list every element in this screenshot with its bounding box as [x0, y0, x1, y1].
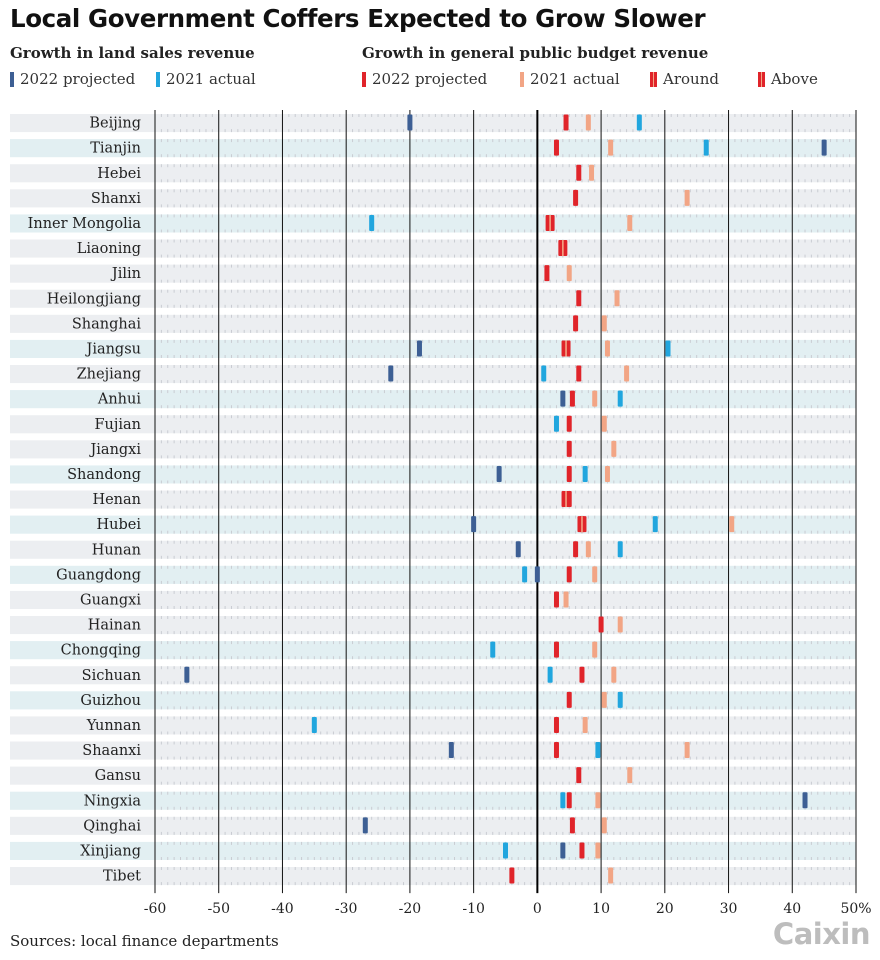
category-label: Guizhou: [80, 693, 141, 709]
legend-budget-2021: 2021 actual: [520, 70, 620, 88]
row-band: [10, 766, 856, 785]
row-band: [10, 214, 856, 233]
legend-swatch-budget-2022: [362, 71, 366, 87]
row-band: [10, 390, 856, 409]
row-band: [10, 189, 856, 208]
legend-swatch-land-2021: [156, 71, 160, 87]
row-band: [10, 289, 856, 308]
legend-above: Above: [758, 70, 818, 88]
row-band: [10, 791, 856, 810]
row-band: [10, 590, 856, 609]
row-band: [10, 565, 856, 584]
row-band: [10, 716, 856, 735]
category-label: Hubei: [97, 517, 142, 533]
row-band: [10, 540, 856, 559]
row-band: [10, 114, 856, 133]
row-band: [10, 264, 856, 283]
category-label: Jiangsu: [85, 341, 142, 357]
legend-swatch-budget-2021: [520, 71, 524, 87]
category-label: Inner Mongolia: [28, 216, 142, 232]
category-label: Shandong: [67, 467, 141, 483]
category-label: Chongqing: [61, 643, 141, 659]
chart-title: Local Government Coffers Expected to Gro…: [10, 4, 706, 33]
legend-label-above: Above: [771, 70, 818, 88]
row-band: [10, 666, 856, 685]
row-band: [10, 515, 856, 534]
category-label: Heilongjiang: [47, 291, 141, 307]
row-band: [10, 339, 856, 358]
category-label: Hebei: [97, 166, 141, 182]
row-band: [10, 841, 856, 860]
legend-label-land-2022: 2022 projected: [20, 70, 136, 88]
category-label: Fujian: [94, 417, 141, 433]
legend-label-around: Around: [663, 70, 719, 88]
category-label: Yunnan: [86, 718, 141, 734]
row-band: [10, 465, 856, 484]
category-label: Tianjin: [90, 141, 141, 157]
category-label: Sichuan: [82, 668, 141, 684]
legend-label-land-2021: 2021 actual: [166, 70, 256, 88]
category-label: Shanxi: [91, 191, 141, 207]
row-band: [10, 164, 856, 183]
category-label: Gansu: [95, 768, 141, 784]
budget-group-title: Growth in general public budget revenue: [362, 44, 709, 62]
row-band: [10, 415, 856, 434]
legend-swatch-around: [650, 71, 657, 87]
category-label: Shanghai: [72, 316, 142, 332]
category-label: Ningxia: [84, 793, 142, 809]
category-label: Tibet: [103, 869, 141, 885]
category-label: Jiangxi: [88, 442, 141, 458]
row-band: [10, 867, 856, 886]
category-label: Xinjiang: [80, 843, 141, 859]
row-band: [10, 440, 856, 459]
row-band: [10, 816, 856, 835]
legend-label-budget-2021: 2021 actual: [530, 70, 620, 88]
legend-budget-2022: 2022 projected: [362, 70, 487, 88]
row-band: [10, 365, 856, 384]
row-band: [10, 641, 856, 660]
category-label: Beijing: [89, 116, 141, 132]
legend-swatch-above: [758, 71, 765, 87]
category-label: Guangdong: [56, 567, 141, 583]
category-label: Liaoning: [77, 241, 141, 257]
legend-land-2022: 2022 projected: [10, 70, 135, 88]
category-label: Hunan: [92, 542, 141, 558]
category-label: Guangxi: [80, 592, 141, 608]
row-band: [10, 314, 856, 333]
legend-around: Around: [650, 70, 719, 88]
row-band: [10, 741, 856, 760]
land-group-title: Growth in land sales revenue: [10, 44, 255, 62]
row-band: [10, 239, 856, 258]
category-label: Shaanxi: [82, 743, 141, 759]
category-label: Hainan: [88, 618, 141, 634]
row-band: [10, 139, 856, 158]
row-band: [10, 691, 856, 710]
category-label: Jilin: [110, 266, 141, 282]
category-label: Anhui: [97, 392, 141, 408]
legend-land-2021: 2021 actual: [156, 70, 256, 88]
row-band: [10, 616, 856, 635]
row-band: [10, 490, 856, 509]
legend-swatch-land-2022: [10, 71, 14, 87]
category-label: Zhejiang: [77, 367, 141, 383]
legend-label-budget-2022: 2022 projected: [372, 70, 488, 88]
category-label: Henan: [92, 492, 141, 508]
category-label: Qinghai: [83, 818, 141, 834]
